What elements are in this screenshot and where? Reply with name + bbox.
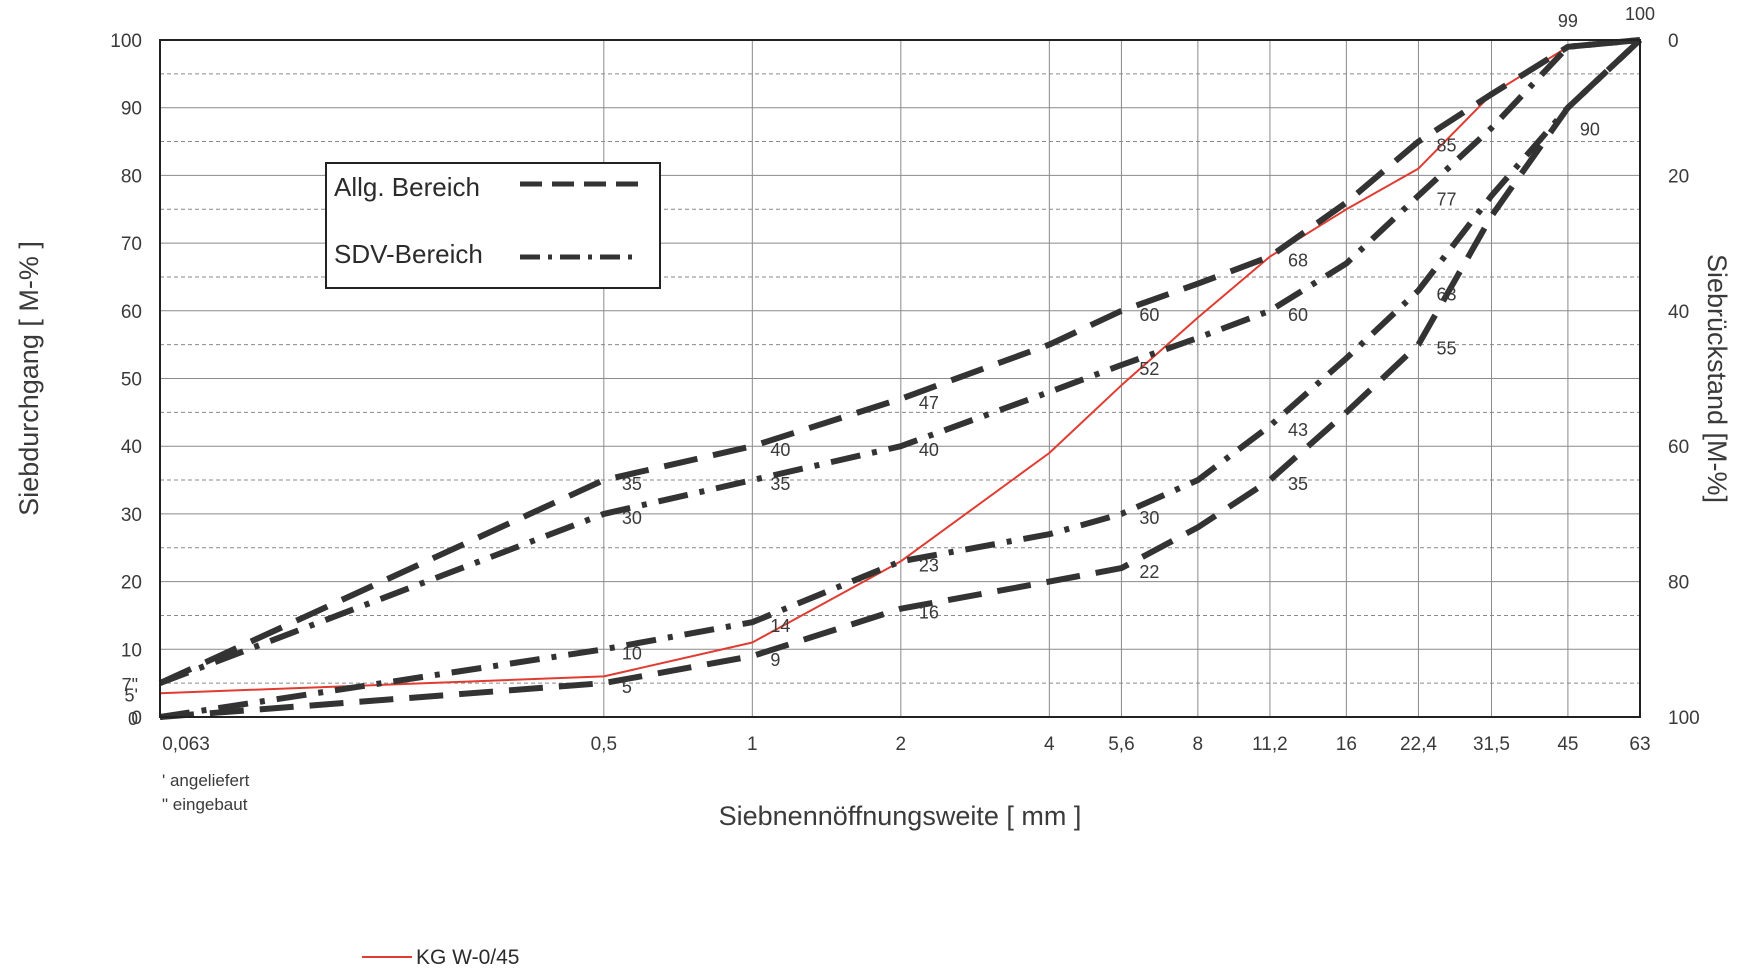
- axis-ticks: 0 10 20 30 40 50 60 70 80 90 100 0 20 40 60 80 100 0,063 0…: [110, 31, 1699, 755]
- data-label: 23: [919, 555, 939, 575]
- y2-tick-label: 60: [1668, 437, 1689, 458]
- legend-label-kg: KG W-0/45: [416, 946, 519, 969]
- series-line-dash-dot: [158, 37, 1641, 686]
- y2-tick-label: 100: [1668, 708, 1700, 729]
- x-tick-label: 1: [747, 734, 758, 755]
- data-label: 40: [770, 440, 790, 460]
- data-label: 99: [1558, 11, 1578, 31]
- data-labels: 35 30 10 5 40 35 14 9 47 40 23 16 60 52 30 22 68 60 43 35 85…: [122, 4, 1655, 729]
- data-label: 35: [622, 474, 642, 494]
- data-label: 10: [622, 643, 642, 663]
- y-tick-label: 50: [121, 370, 142, 391]
- y-tick-label: 10: [121, 640, 142, 661]
- data-label: 30: [622, 508, 642, 528]
- y2-axis-title: Siebrückstand [M-%]: [1702, 254, 1732, 503]
- x-tick-label: 31,5: [1473, 734, 1510, 755]
- x-tick-label: 0,063: [162, 734, 210, 755]
- y-tick-label: 0: [131, 708, 142, 729]
- bottom-legend: KG W-0/45: [362, 946, 519, 969]
- data-label: 55: [1436, 339, 1456, 359]
- legend-label-allg-bereich: Allg. Bereich: [334, 172, 480, 202]
- data-label: 60: [1139, 305, 1159, 325]
- data-label: 22: [1139, 562, 1159, 582]
- data-label: 90: [1580, 120, 1600, 140]
- data-label: 47: [919, 393, 939, 413]
- data-label: 68: [1288, 251, 1308, 271]
- y-axis-title: Siebdurchgang [ M-% ]: [14, 241, 44, 516]
- data-label: 5': [125, 685, 138, 705]
- y-tick-label: 70: [121, 234, 142, 255]
- x-tick-label: 8: [1193, 734, 1204, 755]
- data-label: 0: [128, 709, 138, 729]
- x-tick-label: 5,6: [1108, 734, 1134, 755]
- data-label: 16: [919, 603, 939, 623]
- data-label: 30: [1139, 508, 1159, 528]
- data-label: 40: [919, 440, 939, 460]
- x-tick-label: 11,2: [1252, 734, 1288, 755]
- data-label: 9: [770, 650, 780, 670]
- x-tick-label: 45: [1557, 734, 1578, 755]
- x-tick-label: 63: [1629, 734, 1650, 755]
- x-tick-label: 22,4: [1400, 734, 1437, 755]
- y-tick-label: 60: [121, 302, 142, 323]
- series-line-dashed: [159, 37, 1643, 720]
- data-label: 85: [1436, 136, 1456, 156]
- data-label: 14: [770, 616, 790, 636]
- y-tick-label: 30: [121, 505, 142, 526]
- note-installed: " eingebaut: [162, 795, 248, 814]
- series-line-dash-dot: [159, 37, 1643, 720]
- data-label: 63: [1436, 284, 1456, 304]
- x-tick-label: 2: [896, 734, 907, 755]
- y-tick-label: 20: [121, 573, 142, 594]
- data-label: 43: [1288, 420, 1308, 440]
- y-tick-label: 80: [121, 166, 142, 187]
- data-label: 77: [1436, 190, 1456, 210]
- data-label: 5: [622, 677, 632, 697]
- y2-tick-label: 20: [1668, 166, 1689, 187]
- y2-tick-label: 40: [1668, 302, 1689, 323]
- x-tick-label: 4: [1044, 734, 1055, 755]
- x-tick-label: 16: [1336, 734, 1357, 755]
- data-label: 35: [770, 474, 790, 494]
- legend-label-sdv-bereich: SDV-Bereich: [334, 239, 483, 269]
- data-label: 100: [1625, 4, 1655, 24]
- y2-tick-label: 80: [1668, 573, 1689, 594]
- series-layer: [158, 37, 1643, 720]
- y-tick-label: 40: [121, 437, 142, 458]
- data-label: 7": [122, 675, 138, 695]
- legend-box: Allg. Bereich SDV-Bereich: [325, 162, 661, 289]
- x-axis-title: Siebnennöffnungsweite [ mm ]: [719, 801, 1082, 831]
- data-label: 60: [1288, 305, 1308, 325]
- note-delivered: ' angeliefert: [162, 771, 250, 790]
- y-tick-label: 100: [110, 31, 142, 52]
- data-label: 35: [1288, 474, 1308, 494]
- series-line-dashed: [158, 37, 1641, 686]
- y-tick-label: 90: [121, 99, 142, 120]
- plot-area: [159, 39, 1641, 718]
- x-tick-label: 0,5: [591, 734, 617, 755]
- y2-tick-label: 0: [1668, 31, 1679, 52]
- data-label: 52: [1139, 359, 1159, 379]
